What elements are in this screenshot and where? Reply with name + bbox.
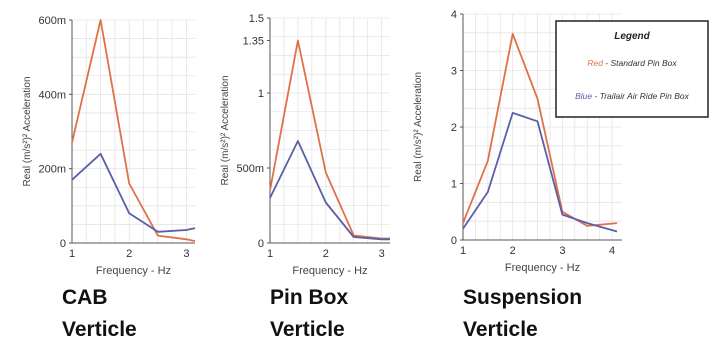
y-axis-label: Real (m/s²)² Acceleration: [220, 75, 231, 185]
legend-item-label: - Trailair Air Ride Pin Box: [592, 91, 690, 101]
x-tick-label: 2: [510, 245, 516, 257]
y-tick-label: 1: [451, 179, 457, 191]
chart-caption-title: Suspension: [463, 286, 582, 309]
series-line-red: [71, 19, 196, 242]
series-line-blue: [269, 140, 390, 241]
x-tick-label: 1: [267, 248, 273, 260]
y-axis-label: Real (m/s²)² Acceleration: [413, 72, 424, 182]
legend-item-label: - Standard Pin Box: [603, 58, 677, 68]
chart-caption-subtitle: Verticle: [270, 318, 345, 341]
y-axis-label: Real (m/s²)² Acceleration: [22, 76, 33, 186]
chart-caption-subtitle: Verticle: [62, 318, 137, 341]
chart-caption-subtitle: Verticle: [463, 318, 538, 341]
series-line-red: [462, 32, 618, 227]
y-tick-label: 1: [258, 88, 264, 100]
legend-box: [555, 20, 709, 118]
y-tick-label: 0: [258, 238, 264, 250]
x-tick-label: 3: [559, 245, 565, 257]
chart-panel-2: 0 500m 1 1.35 1.5 1 2 3 Real (m/s²)² Acceleratio…: [220, 13, 390, 341]
x-axis-label: Frequency - Hz: [505, 262, 580, 274]
x-tick-label: 3: [183, 248, 189, 260]
x-tick-label: 2: [126, 248, 132, 260]
y-tick-label: 400m: [38, 89, 66, 101]
x-axis-label: Frequency - Hz: [96, 265, 171, 277]
y-tick-label: 2: [451, 122, 457, 134]
x-tick-label: 4: [609, 245, 615, 257]
x-tick-label: 3: [379, 248, 385, 260]
legend-item-color: Blue: [575, 91, 592, 101]
x-axis-label: Frequency - Hz: [292, 265, 367, 277]
legend: Legend Red - Standard Pin Box Blue - Trail…: [555, 20, 709, 118]
y-tick-label: 200m: [38, 164, 66, 176]
y-tick-label: 0: [451, 235, 457, 247]
y-tick-label: 1.5: [249, 13, 264, 25]
legend-item-color: Red: [587, 58, 603, 68]
y-tick-label: 1.35: [243, 36, 264, 48]
legend-item: Blue - Trailair Air Ride Pin Box: [575, 91, 690, 101]
series-line-blue: [462, 112, 618, 233]
y-tick-label: 3: [451, 66, 457, 78]
y-tick-label: 600m: [38, 15, 66, 27]
y-tick-label: 0: [60, 238, 66, 250]
chart-caption-title: CAB: [62, 286, 108, 309]
x-tick-label: 1: [69, 248, 75, 260]
y-tick-label: 500m: [236, 163, 264, 175]
y-tick-label: 4: [451, 9, 457, 21]
chart-panel-1: 0 200m 400m 600m 1 2 3 Real (m/s²)² Acceleratio…: [22, 15, 196, 341]
x-tick-label: 1: [460, 245, 466, 257]
series-line-blue: [71, 152, 196, 233]
chart-caption-title: Pin Box: [270, 286, 348, 309]
x-tick-label: 2: [323, 248, 329, 260]
legend-title: Legend: [614, 31, 650, 42]
legend-item: Red - Standard Pin Box: [587, 58, 677, 68]
